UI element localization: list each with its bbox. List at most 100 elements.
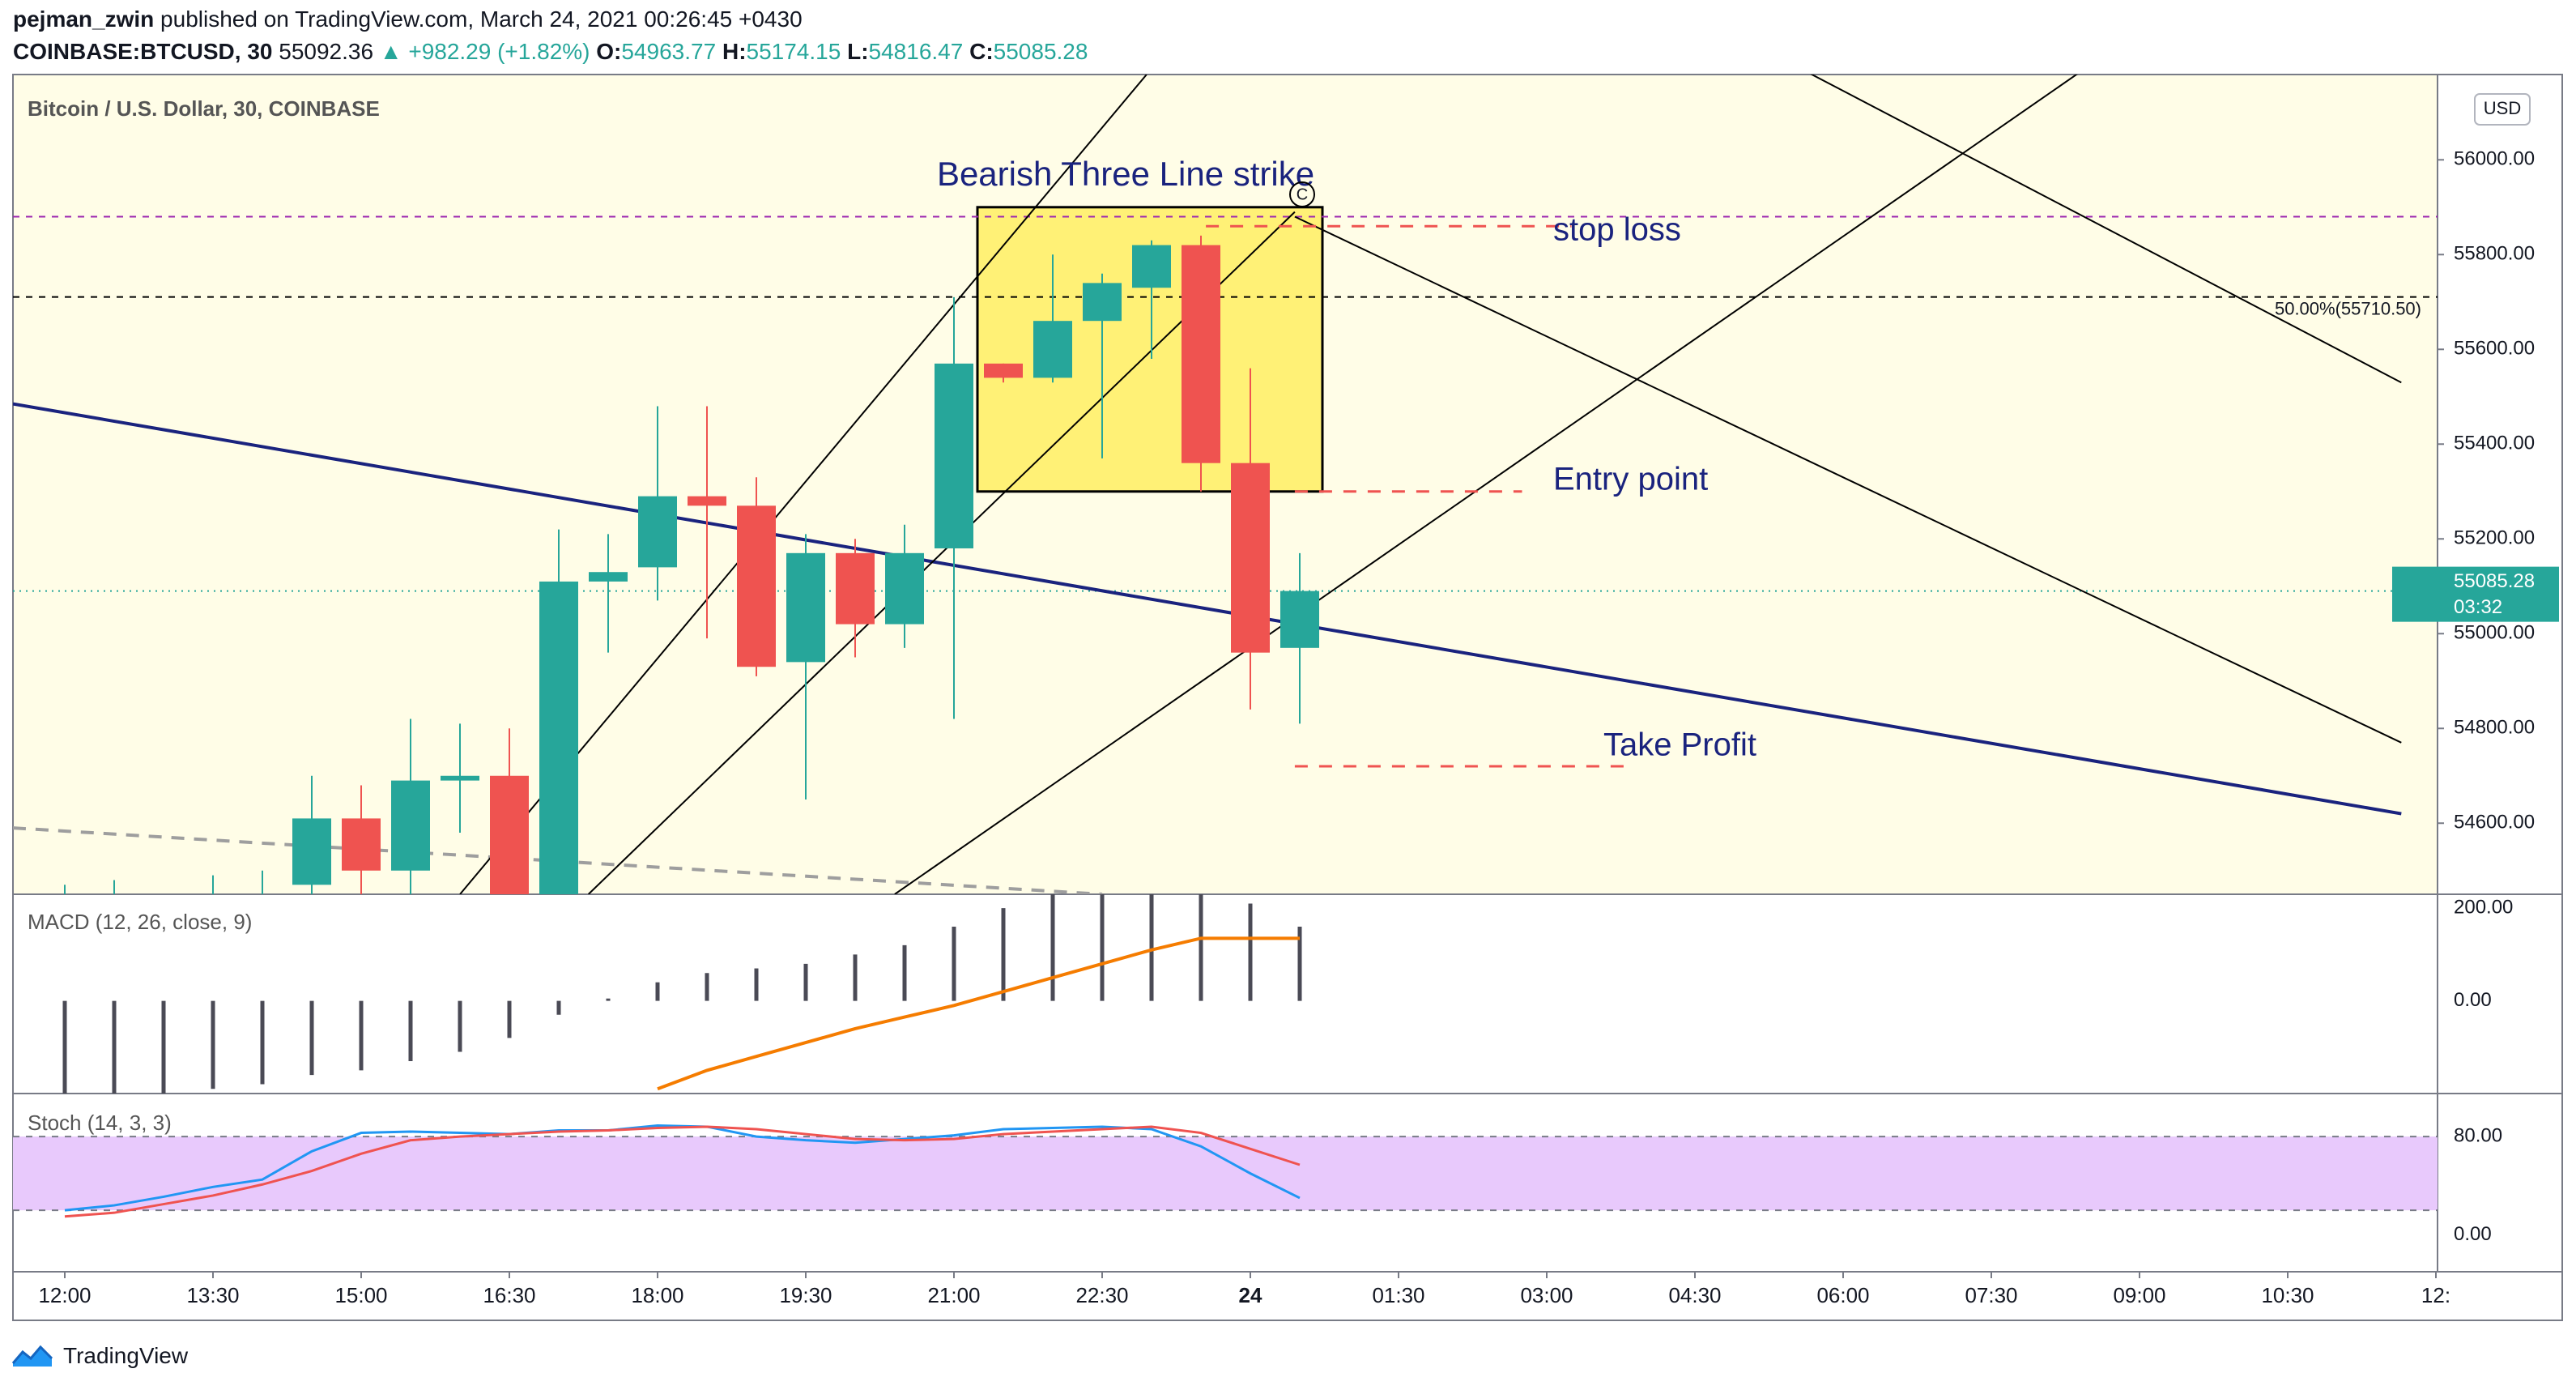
tradingview-logo-icon	[11, 1345, 53, 1367]
chart-title: Bitcoin / U.S. Dollar, 30, COINBASE	[28, 96, 380, 121]
time-axis-label: 18:00	[631, 1283, 683, 1307]
candle-body[interactable]	[342, 818, 381, 871]
candle[interactable]	[638, 406, 677, 601]
candle[interactable]	[342, 785, 381, 908]
candle-body[interactable]	[292, 818, 331, 885]
candle[interactable]	[391, 718, 430, 899]
candle-body[interactable]	[737, 505, 776, 667]
stoch-axis-label: 0.00	[2454, 1223, 2492, 1245]
price-axis-label: 54800.00	[2454, 717, 2535, 739]
candle[interactable]	[688, 406, 726, 639]
fib-50-label: 50.00%(55710.50)	[2275, 298, 2421, 318]
stoch-k-line[interactable]	[64, 1124, 1301, 1212]
candle[interactable]	[539, 529, 578, 927]
time-axis-label: 10:30	[2261, 1283, 2314, 1307]
candle-body[interactable]	[1083, 283, 1122, 322]
time-axis-label: 19:30	[779, 1283, 832, 1307]
price-change: ▲ +982.29 (+1.82%)	[379, 39, 590, 64]
candle[interactable]	[1280, 552, 1319, 724]
candle-body[interactable]	[441, 775, 479, 781]
candle-body[interactable]	[1280, 591, 1319, 648]
stoch-pane[interactable]	[13, 1124, 2438, 1218]
high-value: 55174.15	[746, 39, 841, 64]
candle-body[interactable]	[688, 496, 726, 506]
candle[interactable]	[836, 539, 875, 658]
entry-point-annotation[interactable]: Entry point	[1553, 462, 1708, 497]
candle[interactable]	[292, 775, 331, 914]
candle[interactable]	[589, 534, 628, 653]
outer-resistance-line[interactable]	[1794, 65, 2402, 384]
candle-body[interactable]	[1182, 245, 1220, 463]
stoch-title: Stoch (14, 3, 3)	[28, 1111, 172, 1135]
candle-body[interactable]	[391, 780, 430, 871]
bar-countdown-value: 03:32	[2454, 596, 2502, 618]
time-axis-label: 12:	[2421, 1283, 2450, 1307]
time-axis-label: 07:30	[1965, 1283, 2017, 1307]
publish-line: pejman_zwin published on TradingView.com…	[13, 3, 2523, 36]
stop-loss-annotation[interactable]: stop loss	[1553, 212, 1681, 248]
macd-title: MACD (12, 26, close, 9)	[28, 910, 252, 934]
time-axis-label: 09:00	[2113, 1283, 2165, 1307]
diagonal-resistance-line[interactable]	[1294, 215, 2402, 744]
candle-body[interactable]	[638, 496, 677, 568]
candle[interactable]	[737, 477, 776, 676]
current-price-tag	[2392, 566, 2559, 622]
event-marker-icon[interactable]	[1289, 181, 1315, 207]
candle[interactable]	[243, 870, 282, 956]
time-axis-label: 03:00	[1520, 1283, 1573, 1307]
candle-body[interactable]	[984, 363, 1023, 378]
high-label: H:	[722, 39, 747, 64]
channel-lower-line[interactable]	[587, 211, 1296, 894]
currency-badge[interactable]	[2474, 93, 2531, 126]
rising-support-line[interactable]	[894, 65, 2090, 894]
macd-pane-background	[13, 894, 2438, 1094]
take-profit-annotation[interactable]: Take Profit	[1603, 727, 1756, 763]
candle-body[interactable]	[935, 363, 973, 548]
candle-body[interactable]	[786, 552, 825, 663]
macd-signal-line[interactable]	[657, 936, 1300, 1091]
time-axis-label: 16:30	[483, 1283, 535, 1307]
candle[interactable]	[935, 296, 973, 719]
macd-axis-label: 0.00	[2454, 989, 2492, 1011]
candle-body[interactable]	[539, 581, 578, 918]
candle[interactable]	[984, 363, 1023, 383]
price-axis-label: 56000.00	[2454, 148, 2535, 170]
candle[interactable]	[1033, 254, 1072, 383]
candle[interactable]	[786, 534, 825, 800]
price-pane[interactable]: 50.00%(55710.50) Bearish Three Line strik…	[13, 65, 2438, 1008]
time-axis-label: 15:00	[334, 1283, 387, 1307]
author-name[interactable]: pejman_zwin	[13, 6, 155, 32]
candle[interactable]	[1083, 273, 1122, 458]
price-axis-label: 55000.00	[2454, 622, 2535, 644]
price-axis-label: 55200.00	[2454, 527, 2535, 549]
candle-body[interactable]	[885, 552, 924, 625]
pattern-annotation[interactable]: Bearish Three Line strike	[937, 155, 1314, 193]
close-value: 55085.28	[993, 39, 1088, 64]
time-axis-label: 01:30	[1372, 1283, 1424, 1307]
low-value: 54816.47	[868, 39, 964, 64]
candle[interactable]	[1182, 235, 1220, 492]
candle[interactable]	[1231, 368, 1270, 710]
current-price-tag-value: 55085.28	[2454, 570, 2535, 592]
candle[interactable]	[490, 728, 529, 932]
candle-body[interactable]	[589, 572, 628, 582]
candle-body[interactable]	[1033, 321, 1072, 378]
stoch-d-line[interactable]	[64, 1125, 1301, 1218]
candle-body[interactable]	[1231, 463, 1270, 653]
symbol-line: COINBASE:BTCUSD, 30 55092.36 ▲ +982.29 (…	[13, 36, 2523, 68]
currency-badge-label[interactable]: USD	[2484, 98, 2521, 118]
candle[interactable]	[1132, 240, 1171, 359]
candle-body[interactable]	[1132, 245, 1171, 288]
macd-pane[interactable]	[62, 871, 1302, 1102]
open-label: O:	[596, 39, 622, 64]
candle[interactable]	[194, 875, 232, 966]
tradingview-brand[interactable]: TradingView	[63, 1343, 189, 1368]
candle[interactable]	[441, 723, 479, 833]
candle-body[interactable]	[836, 552, 875, 625]
time-axis-label: 21:00	[927, 1283, 980, 1307]
candle[interactable]	[885, 524, 924, 648]
price-axis-label: 55600.00	[2454, 338, 2535, 360]
candle-body[interactable]	[490, 775, 529, 918]
downtrend-line[interactable]	[13, 402, 2402, 816]
